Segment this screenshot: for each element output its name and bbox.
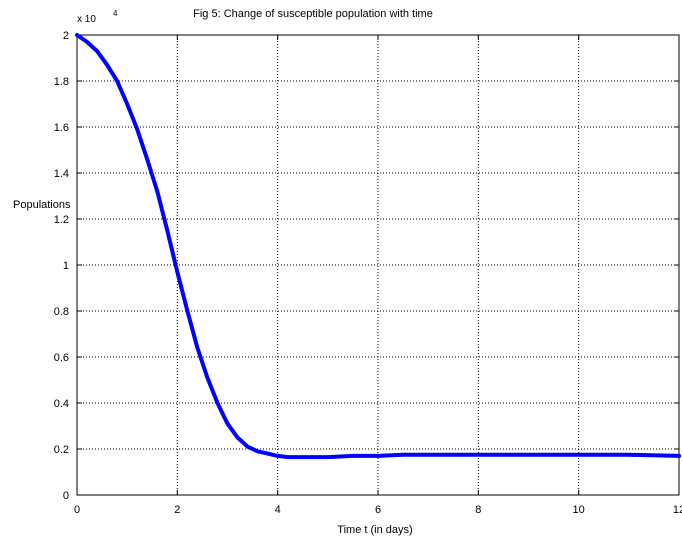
y-tick-label: 0 [63,490,69,502]
x-tick-label: 10 [573,504,585,516]
grid [77,35,679,495]
y-tick-label: 1 [63,260,69,272]
chart-title: Fig 5: Change of susceptible population … [193,8,433,20]
y-tick-label: 2 [63,30,69,42]
series-line [75,33,681,460]
y-tick-label: 0.6 [54,352,69,364]
x-axis-label: Time t (in days) [337,524,412,536]
x-tick-label: 6 [375,504,381,516]
y-multiplier-exponent: 4 [113,9,118,18]
y-tick-label: 1.2 [54,214,69,226]
y-tick-label: 0.4 [54,398,69,410]
x-tick-label: 4 [275,504,281,516]
y-multiplier-base: x 10 [77,14,96,25]
plot-frame [76,34,680,496]
y-axis-label: Populations [13,199,71,211]
y-tick-label: 1.4 [54,168,69,180]
x-tick-label: 8 [475,504,481,516]
x-tick-label: 0 [74,504,80,516]
tick-labels: 0 2 4 6 8 10 12 0 0.2 0.4 0.6 0.8 1 1.2 1.4 1.6 1.8 2 [54,30,682,516]
y-tick-label: 1.8 [54,76,69,88]
y-tick-label: 0.2 [54,444,69,456]
y-tick-label: 0.8 [54,306,69,318]
x-tick-label: 2 [174,504,180,516]
x-tick-label: 12 [673,504,682,516]
y-tick-label: 1.6 [54,122,69,134]
